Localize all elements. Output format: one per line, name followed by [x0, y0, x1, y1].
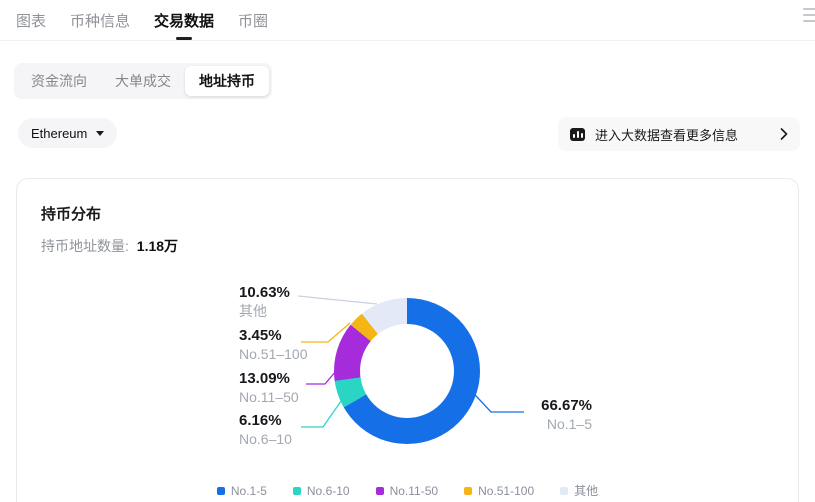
callout-others: 10.63% 其他	[239, 284, 290, 320]
big-data-banner-text: 进入大数据查看更多信息	[595, 127, 739, 143]
legend-item-no51-100[interactable]: No.51-100	[464, 484, 534, 498]
callout-percent: 6.16%	[239, 412, 282, 429]
coin-selector-dropdown[interactable]: Ethereum	[18, 118, 118, 148]
segment-address-holdings[interactable]: 地址持币	[185, 66, 269, 96]
callout-percent: 66.67%	[541, 397, 592, 414]
holding-distribution-card: 持币分布 持币地址数量: 1.18万 10.63% 其他 3.45% No.51…	[16, 178, 799, 502]
tab-coin-info[interactable]: 币种信息	[70, 12, 131, 30]
callout-name: No.11–50	[239, 389, 299, 405]
callout-name: No.51–100	[239, 346, 308, 362]
legend-label: No.1-5	[230, 483, 267, 498]
segment-fund-flow[interactable]: 资金流向	[31, 73, 87, 89]
top-nav: 图表 币种信息 交易数据 币圈	[0, 0, 815, 41]
callout-no6-10: 6.16% No.6–10	[239, 412, 292, 448]
legend-item-no11-50[interactable]: No.11-50	[375, 483, 439, 498]
legend-item-no6-10[interactable]: No.6-10	[292, 483, 350, 498]
address-count-value: 1.18万	[136, 238, 179, 254]
donut-chart[interactable]	[334, 298, 480, 444]
legend-item-others[interactable]: 其他	[560, 482, 598, 499]
callout-name: No.6–10	[239, 431, 292, 447]
card-title: 持币分布	[41, 206, 102, 223]
legend-label: 其他	[574, 484, 599, 498]
donut-hole	[360, 324, 454, 418]
chevron-right-icon	[780, 128, 788, 140]
legend-swatch	[216, 486, 225, 495]
tab-coin-circle[interactable]: 币圈	[238, 12, 269, 30]
legend-label: No.51-100	[478, 483, 535, 498]
leader-line-others	[297, 295, 378, 305]
tab-chart[interactable]: 图表	[16, 12, 47, 30]
big-data-icon	[570, 127, 585, 141]
legend-item-no1-5[interactable]: No.1-5	[216, 483, 267, 498]
sub-nav: 资金流向 大单成交 地址持币	[14, 63, 272, 99]
callout-name: No.1–5	[546, 416, 592, 432]
big-data-banner[interactable]: 进入大数据查看更多信息	[558, 117, 800, 151]
segment-large-orders[interactable]: 大单成交	[115, 73, 171, 89]
callout-name: 其他	[239, 303, 267, 319]
address-count-label: 持币地址数量:	[41, 238, 129, 254]
legend-swatch	[560, 486, 569, 495]
callout-no1-5: 66.67% No.1–5	[541, 397, 592, 433]
callout-percent: 3.45%	[239, 327, 282, 344]
coin-selector-value: Ethereum	[31, 125, 88, 141]
callout-no51-100: 3.45% No.51–100	[239, 327, 308, 363]
chart-legend: No.1-5 No.6-10 No.11-50 No.51-100 其他	[17, 482, 798, 499]
hamburger-menu-icon[interactable]	[803, 8, 815, 26]
legend-swatch	[375, 486, 384, 495]
callout-percent: 13.09%	[239, 370, 290, 387]
tab-trading-data[interactable]: 交易数据	[154, 10, 214, 31]
caret-down-icon	[96, 130, 105, 136]
legend-label: No.11-50	[389, 483, 439, 498]
callout-no11-50: 13.09% No.11–50	[239, 370, 299, 406]
legend-swatch	[464, 486, 473, 495]
legend-swatch	[292, 486, 301, 495]
callout-percent: 10.63%	[239, 284, 290, 301]
address-count-line: 持币地址数量: 1.18万	[41, 236, 178, 256]
legend-label: No.6-10	[306, 483, 350, 498]
